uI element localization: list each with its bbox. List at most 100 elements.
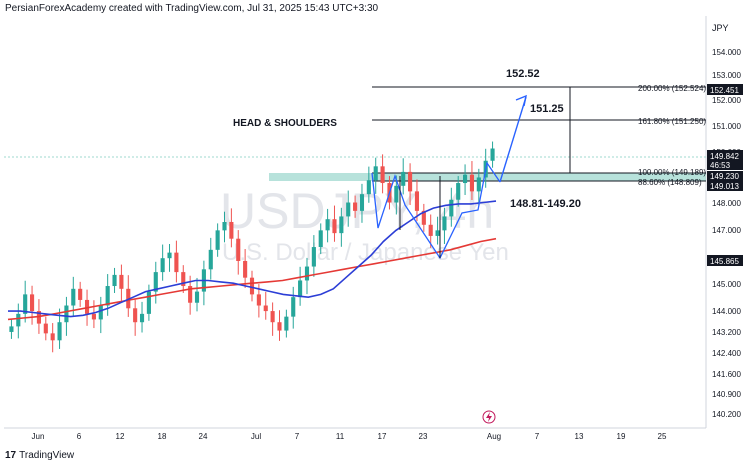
candle-up [105,286,110,306]
tradingview-brand[interactable]: 17 TradingView [5,450,74,461]
candle-up [153,272,158,292]
price-tick-label: 148.000 [712,199,741,208]
time-tick-label: 13 [575,432,584,441]
candle-down [469,174,475,192]
candle-down [29,294,35,312]
candle-down [332,219,337,234]
candle-up [160,258,165,273]
candle-up [373,166,378,181]
candle-up [442,216,447,231]
candle-up [394,185,399,203]
svg-text:145.865: 145.865 [710,257,739,266]
candle-down [43,323,48,334]
candle-down [174,252,179,273]
candle-up [318,230,323,248]
pattern-title: HEAD & SHOULDERS [233,118,337,129]
tradingview-brand-label: TradingView [19,450,75,461]
fib-161-label: 161.80% (151.250) [638,117,706,126]
candle-up [64,305,69,323]
lightning-icon[interactable] [482,410,496,424]
candle-up [490,148,495,161]
price-tag-149013: 149.013 [707,181,743,191]
candle-down [277,322,282,331]
candle-up [463,174,468,184]
svg-text:149.230: 149.230 [710,172,739,181]
candle-up [359,194,365,211]
candle-up [291,297,296,317]
candle-down [78,288,83,300]
candle-up [325,219,330,231]
candle-up [16,313,21,327]
candle-up [304,266,310,281]
candle-up [57,322,62,341]
candle-down [270,311,275,323]
candle-up [298,280,303,298]
candle-up [23,294,28,314]
watermark-description: U.S. Dollar / Japanese Yen [222,239,509,266]
time-tick-label: 23 [419,432,428,441]
ma-fast-line [8,200,497,318]
candle-down [36,311,41,324]
currency-label: JPY [712,23,729,33]
candle-down [91,313,96,320]
candle-down [188,286,193,303]
price-axis-ticks: 154.000153.000152.000151.000150.000149.0… [712,48,741,419]
candle-up [339,216,344,234]
price-tick-label: 143.200 [712,328,741,337]
target-151-25: 151.25 [530,103,564,115]
time-axis-ticks: Jun 6 12 18 24 Jul 7 11 17 23 Aug 7 13 19 25 [32,432,667,441]
candle-down [133,308,138,323]
time-tick-label: 19 [617,432,626,441]
candle-up [71,288,76,306]
candle-up [401,171,406,186]
candle-down [243,260,248,278]
candle-up [222,222,227,231]
time-tick-label: 25 [658,432,667,441]
price-tick-label: 140.900 [712,390,741,399]
time-tick-label: Jul [251,432,261,441]
candle-up [284,316,289,331]
candle-up [456,183,461,200]
svg-text:46:53: 46:53 [710,161,731,170]
candle-down [414,191,420,211]
watermark-symbol: USDJPY, 4h [220,183,494,239]
time-tick-label: 6 [77,432,82,441]
candle-up [208,249,213,270]
fib-200-label: 200.00% (152.524) [638,84,706,93]
candle-up [139,313,145,323]
time-tick-label: 12 [116,432,125,441]
price-tag-149230: 149.230 [707,171,743,181]
candle-up [215,230,220,250]
time-tick-label: Aug [487,432,501,441]
candle-down [119,274,124,289]
time-tick-label: 7 [295,432,300,441]
candle-up [435,230,440,236]
fib-886-label: 88.60% (148.809) [638,178,702,187]
projection-arrowhead [515,94,527,107]
candle-down [380,166,385,184]
projection-arrow [499,96,527,183]
tradingview-logo-icon: 17 [5,450,17,461]
price-tag-145865: 145.865 [707,255,743,266]
candle-up [476,177,481,192]
svg-text:149.013: 149.013 [710,182,739,191]
candle-down [229,222,234,239]
time-tick-label: Jun [32,432,45,441]
candle-down [84,299,90,314]
time-tick-label: 7 [535,432,540,441]
target-152-52: 152.52 [506,68,540,80]
candle-up [449,199,454,217]
price-tick-label: 145.000 [712,280,741,289]
price-tag-last: 149.842 46:53 [707,150,743,170]
price-tick-label: 152.000 [712,96,741,105]
candle-down [421,210,426,225]
candles [9,141,495,353]
candle-down [408,171,413,192]
time-tick-label: 17 [378,432,387,441]
candle-down [249,277,255,295]
ma-slow-line [7,237,497,321]
svg-text:152.451: 152.451 [710,86,739,95]
price-tick-label: 151.000 [712,122,741,131]
